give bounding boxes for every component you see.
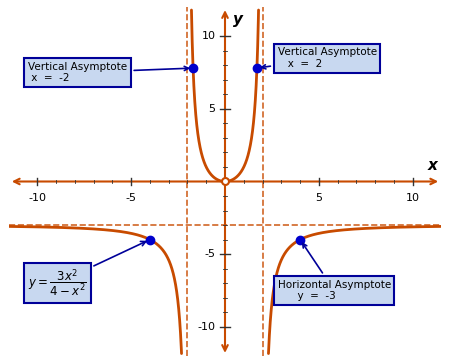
Text: 10: 10 [202,31,216,41]
Text: -5: -5 [126,193,137,203]
Text: Vertical Asymptote
   x  =  2: Vertical Asymptote x = 2 [261,47,377,69]
Text: Vertical Asymptote
 x  =  -2: Vertical Asymptote x = -2 [28,62,189,83]
Text: -10: -10 [198,322,216,332]
Text: 10: 10 [406,193,420,203]
Text: x: x [428,158,437,173]
Text: -10: -10 [28,193,46,203]
Text: $y = \dfrac{3x^2}{4 - x^2}$: $y = \dfrac{3x^2}{4 - x^2}$ [28,241,146,299]
Text: -5: -5 [205,249,216,259]
Text: y: y [233,12,243,26]
Text: 5: 5 [315,193,322,203]
Text: 5: 5 [209,104,216,114]
Text: Horizontal Asymptote
      y  =  -3: Horizontal Asymptote y = -3 [278,244,391,301]
